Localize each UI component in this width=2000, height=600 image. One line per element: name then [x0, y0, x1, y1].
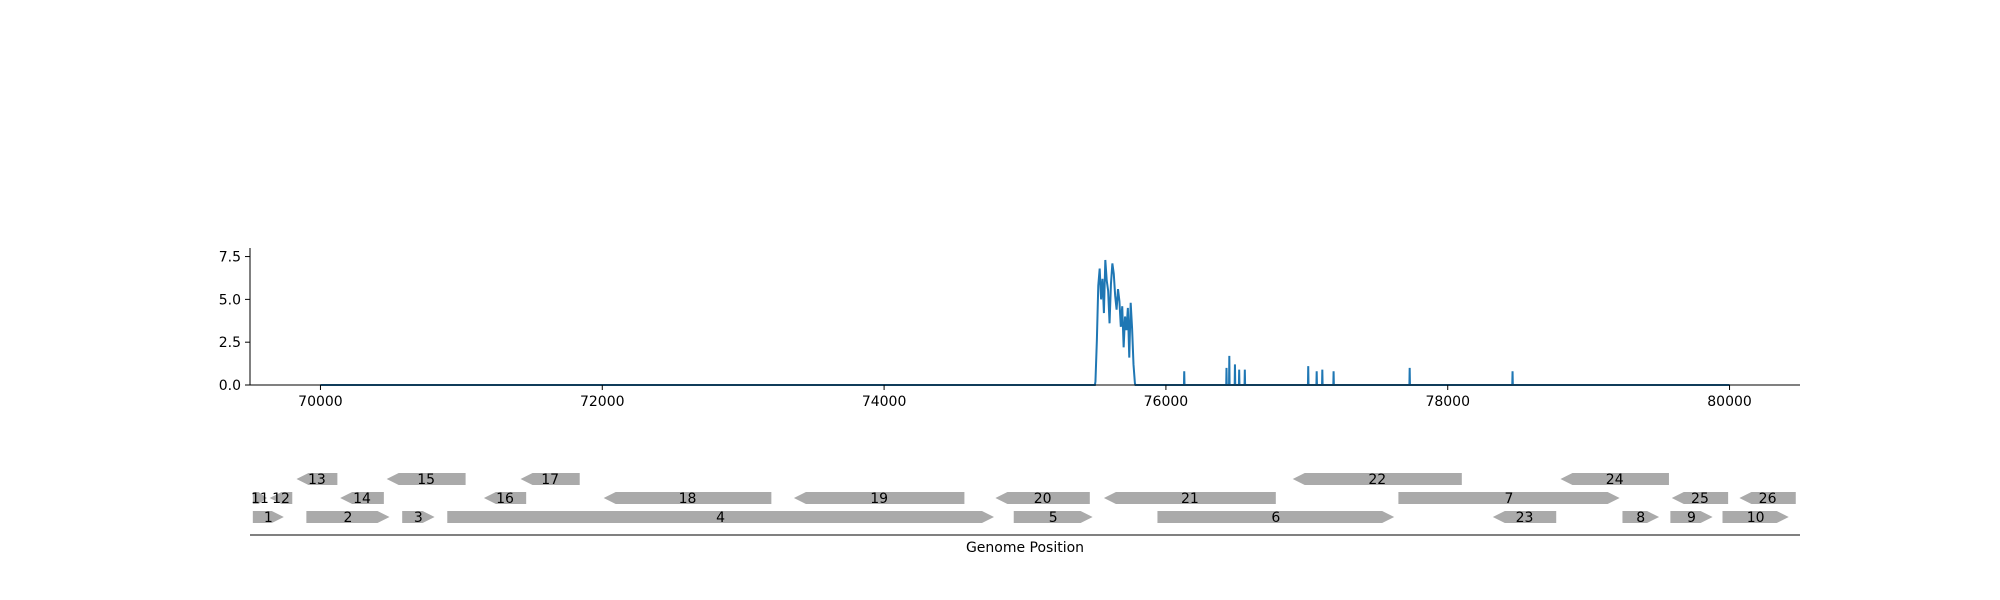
x-tick-label: 78000	[1425, 394, 1470, 410]
gene-label: 13	[308, 472, 326, 488]
gene-23: 23	[1492, 510, 1557, 526]
gene-arrow	[1103, 492, 1276, 504]
y-tick-label: 2.5	[219, 335, 241, 351]
gene-label: 23	[1516, 510, 1534, 526]
gene-arrow	[340, 492, 384, 504]
gene-arrow	[306, 511, 390, 523]
gene-arrow	[483, 492, 527, 504]
gene-arrow	[1560, 473, 1669, 485]
gene-4: 4	[447, 510, 995, 526]
gene-12: 12	[269, 491, 293, 507]
gene-20: 20	[995, 491, 1090, 507]
gene-26: 26	[1739, 491, 1796, 507]
gene-arrow	[1292, 473, 1462, 485]
gene-25: 25	[1671, 491, 1729, 507]
gene-label: 15	[417, 472, 435, 488]
gene-arrow	[793, 492, 965, 504]
gene-label: 2	[343, 510, 352, 526]
gene-arrow	[447, 511, 995, 523]
x-tick-label: 74000	[862, 394, 907, 410]
gene-11: 11	[251, 491, 269, 507]
gene-6: 6	[1157, 510, 1395, 526]
gene-arrow	[1670, 511, 1713, 523]
gene-label: 20	[1034, 491, 1052, 507]
y-tick-label: 5.0	[219, 292, 241, 308]
gene-arrow	[1622, 511, 1660, 523]
gene-arrow	[1157, 511, 1395, 523]
x-tick-label: 72000	[580, 394, 625, 410]
gene-15: 15	[386, 472, 466, 488]
gene-label: 26	[1759, 491, 1777, 507]
y-tick-label: 0.0	[219, 378, 241, 394]
gene-21: 21	[1103, 491, 1276, 507]
gene-5: 5	[1013, 510, 1093, 526]
gene-9: 9	[1670, 510, 1713, 526]
gene-arrow	[386, 473, 466, 485]
gene-arrow	[1671, 492, 1729, 504]
gene-label: 12	[272, 491, 290, 507]
gene-8: 8	[1622, 510, 1660, 526]
gene-label: 6	[1271, 510, 1280, 526]
coverage-line	[320, 259, 1730, 386]
x-axis-ticks: 70000 72000 74000 76000 78000 80000	[298, 385, 1752, 410]
gene-14: 14	[340, 491, 384, 507]
gene-label: 19	[870, 491, 888, 507]
gene-1: 1	[252, 510, 284, 526]
gene-label: 9	[1687, 510, 1696, 526]
gene-arrow	[296, 473, 338, 485]
gene-2: 2	[306, 510, 390, 526]
gene-label: 1	[264, 510, 273, 526]
gene-18: 18	[603, 491, 772, 507]
gene-24: 24	[1560, 472, 1669, 488]
gene-track-xlabel: Genome Position	[966, 540, 1084, 556]
gene-label: 21	[1181, 491, 1199, 507]
gene-16: 16	[483, 491, 527, 507]
gene-label: 10	[1747, 510, 1765, 526]
gene-arrow	[995, 492, 1090, 504]
gene-arrow	[1492, 511, 1557, 523]
gene-label: 4	[716, 510, 725, 526]
gene-10: 10	[1722, 510, 1789, 526]
gene-label: 11	[251, 491, 269, 507]
gene-label: 25	[1691, 491, 1709, 507]
x-tick-label: 70000	[298, 394, 343, 410]
gene-arrow	[1722, 511, 1789, 523]
gene-label: 24	[1606, 472, 1624, 488]
gene-arrow	[1013, 511, 1093, 523]
gene-13: 13	[296, 472, 338, 488]
gene-label: 17	[541, 472, 559, 488]
gene-label: 18	[679, 491, 697, 507]
gene-17: 17	[520, 472, 580, 488]
gene-label: 8	[1636, 510, 1645, 526]
gene-arrow	[269, 492, 293, 504]
gene-label: 16	[496, 491, 514, 507]
gene-arrow	[1739, 492, 1796, 504]
gene-label: 22	[1368, 472, 1386, 488]
x-tick-label: 76000	[1144, 394, 1189, 410]
gene-22: 22	[1292, 472, 1462, 488]
gene-3: 3	[402, 510, 435, 526]
y-tick-label: 7.5	[219, 250, 241, 266]
gene-label: 3	[414, 510, 423, 526]
x-tick-label: 80000	[1707, 394, 1752, 410]
gene-label: 5	[1049, 510, 1058, 526]
gene-arrow	[252, 492, 267, 504]
gene-label: 7	[1505, 491, 1514, 507]
coverage-plot: 0.0 2.5 5.0 7.5 70000 72000 74000 76000 78000 80…	[219, 248, 1800, 410]
gene-label: 14	[353, 491, 371, 507]
gene-19: 19	[793, 491, 965, 507]
gene-arrow	[1398, 492, 1620, 504]
gene-7: 7	[1398, 491, 1620, 507]
gene-arrow	[402, 511, 435, 523]
y-axis-ticks: 0.0 2.5 5.0 7.5	[219, 250, 250, 394]
gene-arrow	[603, 492, 772, 504]
gene-arrow	[252, 511, 284, 523]
gene-arrow	[520, 473, 580, 485]
